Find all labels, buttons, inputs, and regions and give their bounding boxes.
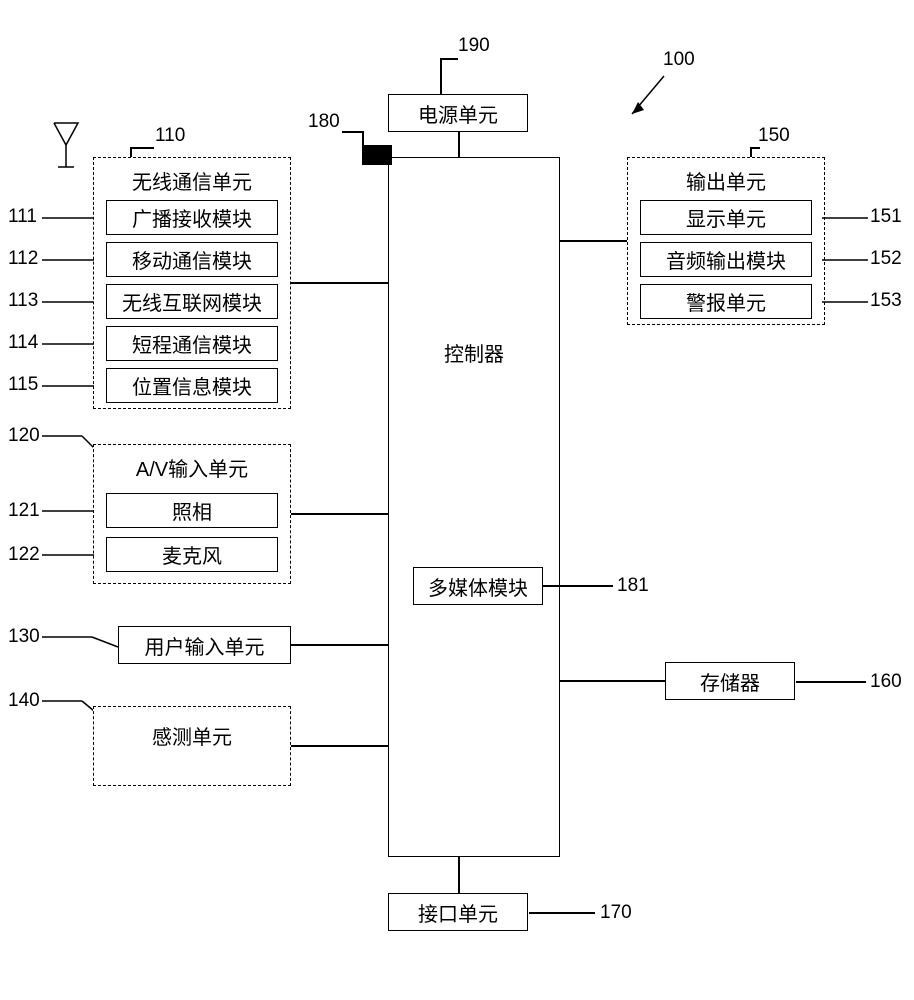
ref-140: 140 [8,690,40,712]
leader-140 [42,699,97,713]
line-ctrl-interface [458,857,460,893]
arrow-100 [620,72,670,127]
shortrange-box: 短程通信模块 [106,326,278,361]
leader-190h [440,58,458,60]
alarm-box: 警报单元 [640,284,812,319]
display-box: 显示单元 [640,200,812,235]
line-av-ctrl [291,513,388,515]
ref-151: 151 [870,206,902,228]
ref-112: 112 [8,248,38,270]
ref-190: 190 [458,35,490,57]
diagram-canvas: 190 100 电源单元 控制器 多媒体模块 180 110 无线通信单元 广播… [0,0,914,1000]
broadcast-label: 广播接收模块 [132,203,252,232]
userinput-box: 用户输入单元 [118,626,291,664]
multimedia-box: 多媒体模块 [413,567,543,605]
antenna-icon [52,121,82,171]
leader-153 [822,300,872,310]
ref-120: 120 [8,425,40,447]
ref-113: 113 [8,290,38,312]
wlan-label: 无线互联网模块 [122,287,262,316]
leader-180d [362,145,392,165]
ref-170: 170 [600,902,632,924]
leader-190 [440,58,442,94]
userinput-label: 用户输入单元 [145,631,265,660]
leader-115 [42,384,97,394]
position-label: 位置信息模块 [132,371,252,400]
interface-box: 接口单元 [388,893,528,931]
sensing-box: 感测单元 [93,706,291,786]
sensing-label: 感测单元 [94,721,290,750]
leader-111 [42,216,97,226]
mic-label: 麦克风 [162,540,222,569]
output-unit-box: 输出单元 显示单元 音频输出模块 警报单元 [627,157,825,325]
ref-100: 100 [663,49,695,71]
ref-121: 121 [8,500,40,522]
ref-153: 153 [870,290,902,312]
memory-label: 存储器 [700,667,760,696]
shortrange-label: 短程通信模块 [132,329,252,358]
ref-181: 181 [617,575,649,597]
leader-151 [822,216,872,226]
wlan-box: 无线互联网模块 [106,284,278,319]
alarm-label: 警报单元 [686,287,766,316]
leader-180h [342,131,362,133]
av-unit-box: A/V输入单元 照相 麦克风 [93,444,291,584]
controller-box: 控制器 多媒体模块 [388,157,560,857]
controller-label: 控制器 [444,338,504,367]
ref-111: 111 [8,206,37,228]
leader-152 [822,258,872,268]
ref-160: 160 [870,671,902,693]
ref-130: 130 [8,626,40,648]
memory-box: 存储器 [665,662,795,700]
position-box: 位置信息模块 [106,368,278,403]
mobile-label: 移动通信模块 [132,245,252,274]
leader-110h [130,147,154,149]
output-title: 输出单元 [628,166,824,195]
ref-115: 115 [8,374,38,396]
leader-180v [362,131,364,145]
leader-150h [750,147,760,149]
line-userinput-ctrl [291,644,388,646]
leader-121 [42,509,97,519]
leader-181 [543,585,613,587]
mic-box: 麦克风 [106,537,278,572]
broadcast-box: 广播接收模块 [106,200,278,235]
leader-160 [796,681,866,683]
av-title: A/V输入单元 [94,453,290,482]
ref-122: 122 [8,544,40,566]
audioout-label: 音频输出模块 [666,245,786,274]
ref-110: 110 [155,125,185,147]
power-unit-box: 电源单元 [388,94,528,132]
power-unit-label: 电源单元 [418,99,498,128]
leader-113 [42,300,97,310]
leader-122 [42,553,97,563]
line-output-ctrl [560,240,627,242]
line-power-ctrl [458,132,460,157]
wireless-unit-box: 无线通信单元 广播接收模块 移动通信模块 无线互联网模块 短程通信模块 位置信息… [93,157,291,409]
ref-150: 150 [758,125,790,147]
mobile-box: 移动通信模块 [106,242,278,277]
interface-label: 接口单元 [418,898,498,927]
leader-120 [42,434,97,452]
ref-152: 152 [870,248,902,270]
multimedia-label: 多媒体模块 [428,572,528,601]
line-memory-ctrl [560,680,665,682]
line-wireless-ctrl [291,282,388,284]
camera-box: 照相 [106,493,278,528]
leader-130 [42,635,120,649]
display-label: 显示单元 [686,203,766,232]
line-sensing-ctrl [291,745,388,747]
camera-label: 照相 [172,496,212,525]
leader-112 [42,258,97,268]
ref-180: 180 [308,111,340,133]
wireless-title: 无线通信单元 [94,166,290,195]
audioout-box: 音频输出模块 [640,242,812,277]
leader-114 [42,342,97,352]
leader-170 [529,912,595,914]
ref-114: 114 [8,332,38,354]
